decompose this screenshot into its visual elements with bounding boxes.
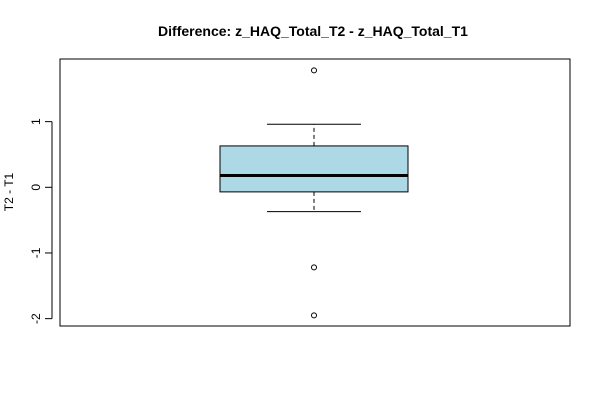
y-tick-label: -1 — [29, 247, 43, 258]
plot-frame — [59, 58, 571, 327]
chart-title: Difference: z_HAQ_Total_T2 - z_HAQ_Total… — [158, 23, 468, 39]
y-tick-label: 1 — [29, 118, 43, 125]
y-tick-label: 0 — [29, 184, 43, 191]
y-tick-label: -2 — [29, 313, 43, 324]
outlier-point — [311, 264, 317, 271]
y-axis: -2 -1 0 1 — [29, 118, 53, 324]
y-axis-label: T2 - T1 — [2, 172, 16, 211]
outlier-point — [311, 312, 317, 319]
interquartile-box — [219, 145, 409, 193]
outlier-point — [311, 67, 317, 74]
box-plot — [219, 67, 409, 319]
